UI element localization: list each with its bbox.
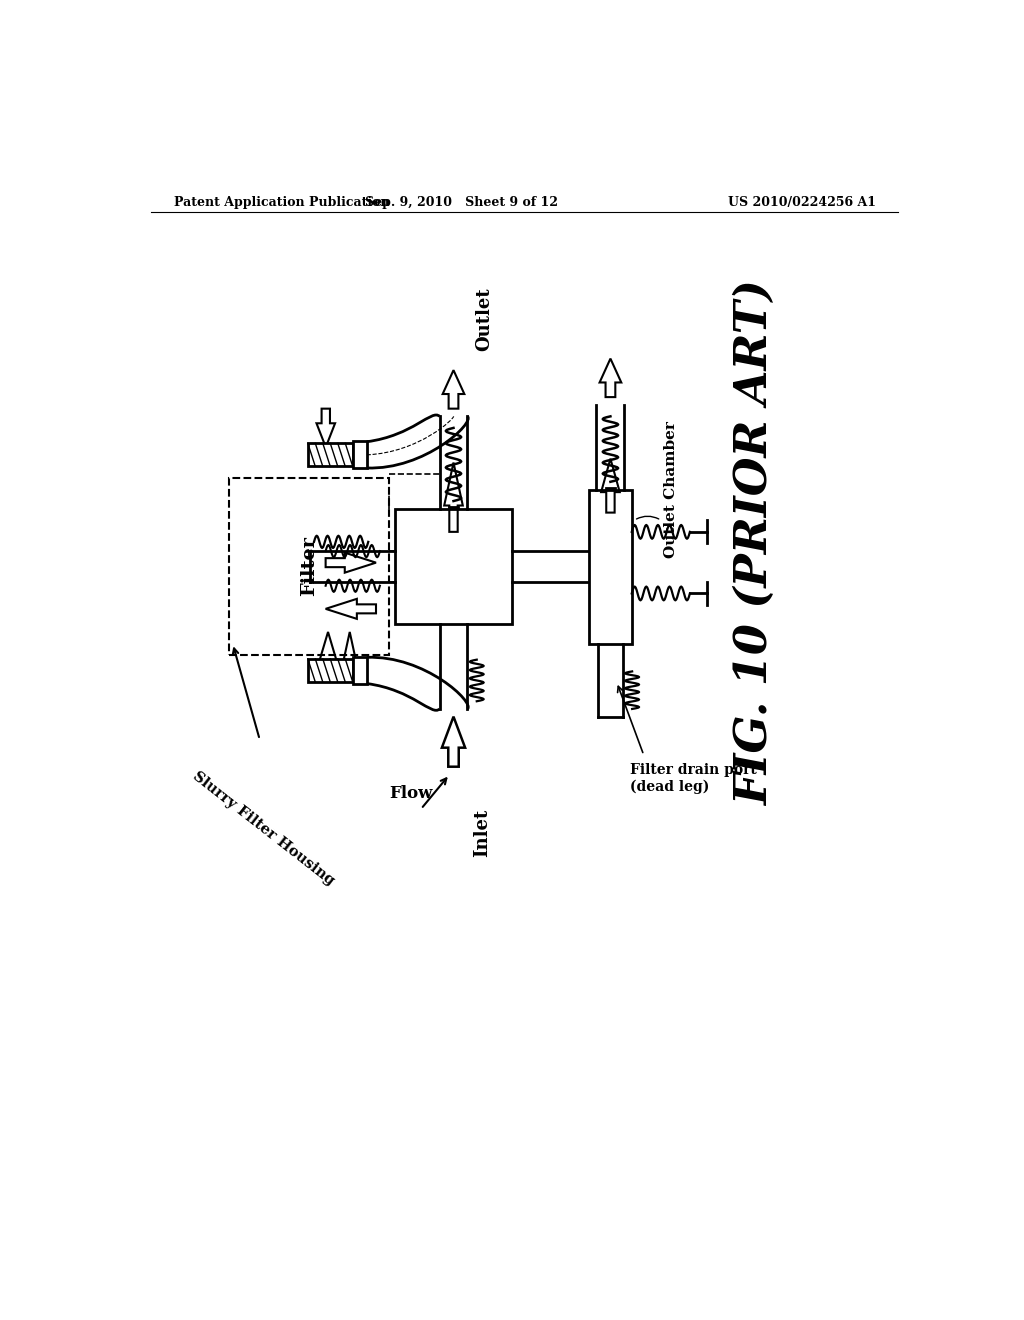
Bar: [308, 444, 352, 466]
Bar: [589, 490, 632, 644]
Text: FIG. 10 (PRIOR ART): FIG. 10 (PRIOR ART): [734, 280, 777, 807]
Text: Patent Application Publication: Patent Application Publication: [174, 195, 390, 209]
Bar: [395, 508, 512, 624]
Text: Sep. 9, 2010   Sheet 9 of 12: Sep. 9, 2010 Sheet 9 of 12: [365, 195, 558, 209]
Text: Flow: Flow: [389, 785, 432, 803]
Text: Filter: Filter: [300, 536, 318, 597]
Bar: [352, 657, 367, 684]
Bar: [352, 441, 367, 469]
Text: Outlet: Outlet: [475, 288, 494, 351]
Text: Inlet: Inlet: [473, 809, 490, 857]
Text: Slurry Filter Housing: Slurry Filter Housing: [190, 768, 337, 888]
Bar: [308, 659, 352, 682]
Text: Outlet Chamber: Outlet Chamber: [665, 421, 678, 558]
Bar: [228, 478, 389, 655]
Text: Filter drain port
(dead leg): Filter drain port (dead leg): [630, 763, 757, 793]
Text: US 2010/0224256 A1: US 2010/0224256 A1: [728, 195, 876, 209]
